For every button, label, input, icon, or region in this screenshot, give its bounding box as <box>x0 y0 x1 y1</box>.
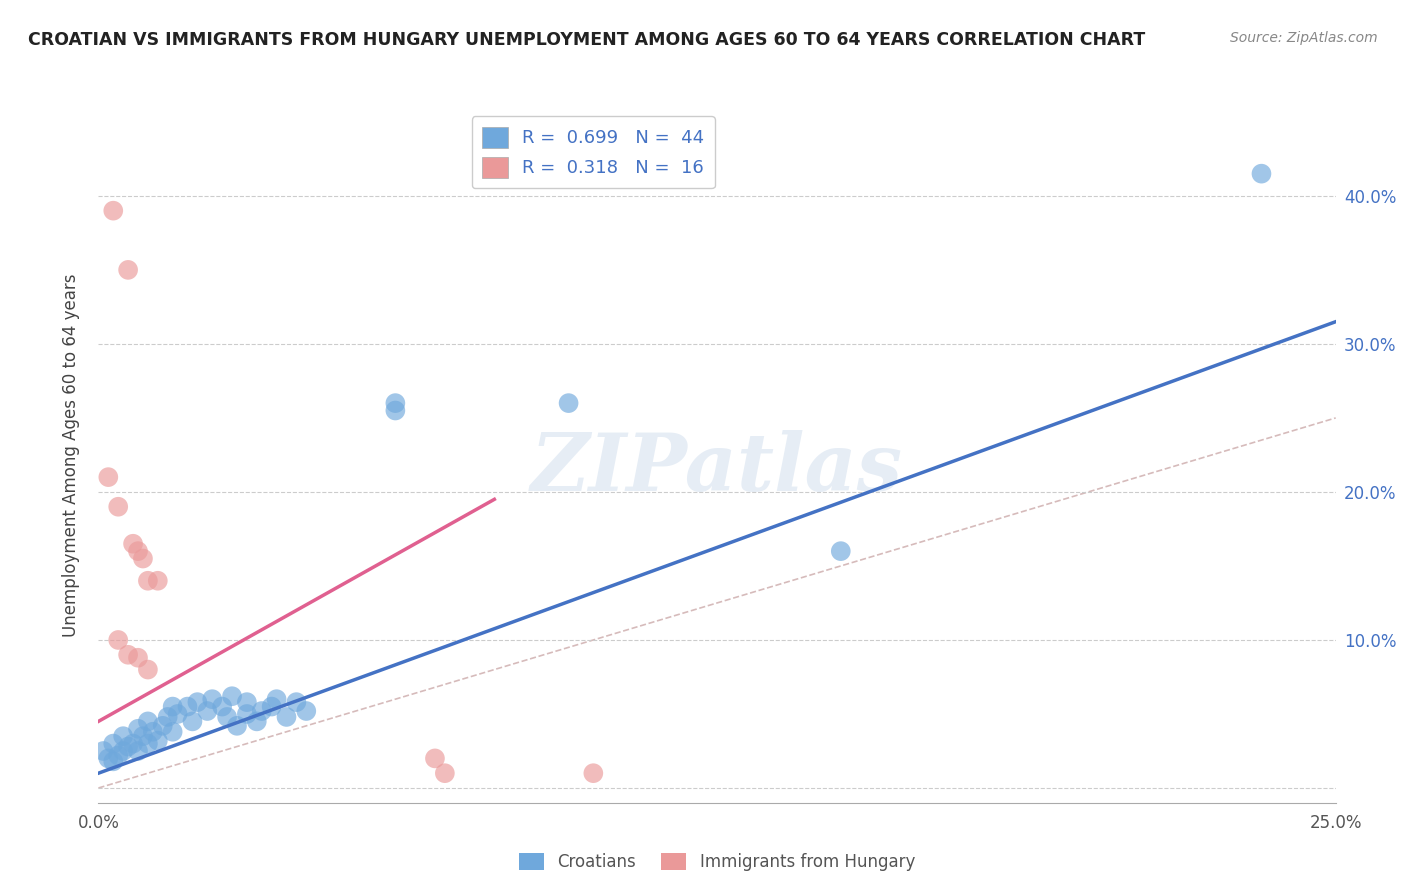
Point <box>146 574 169 588</box>
Point <box>152 719 174 733</box>
Point <box>266 692 288 706</box>
Point <box>107 632 129 647</box>
Point <box>211 699 233 714</box>
Point <box>582 766 605 780</box>
Point <box>127 744 149 758</box>
Point <box>423 751 446 765</box>
Point <box>236 695 259 709</box>
Point <box>103 203 125 218</box>
Point <box>285 695 308 709</box>
Point <box>384 403 406 417</box>
Point <box>117 263 139 277</box>
Point <box>117 648 139 662</box>
Point <box>136 574 159 588</box>
Point <box>217 710 239 724</box>
Point <box>97 470 120 484</box>
Point <box>127 544 149 558</box>
Point <box>103 737 125 751</box>
Point <box>127 722 149 736</box>
Text: CROATIAN VS IMMIGRANTS FROM HUNGARY UNEMPLOYMENT AMONG AGES 60 TO 64 YEARS CORRE: CROATIAN VS IMMIGRANTS FROM HUNGARY UNEM… <box>28 31 1146 49</box>
Point <box>127 650 149 665</box>
Point <box>1250 167 1272 181</box>
Point <box>557 396 579 410</box>
Point <box>186 695 208 709</box>
Point <box>93 744 115 758</box>
Point <box>156 710 179 724</box>
Point <box>146 733 169 747</box>
Point <box>246 714 269 729</box>
Point <box>176 699 198 714</box>
Point <box>162 699 184 714</box>
Point <box>136 663 159 677</box>
Point <box>136 737 159 751</box>
Point <box>107 500 129 514</box>
Point <box>260 699 283 714</box>
Legend: Croatians, Immigrants from Hungary: Croatians, Immigrants from Hungary <box>513 847 921 878</box>
Point <box>195 704 218 718</box>
Point <box>112 729 135 743</box>
Y-axis label: Unemployment Among Ages 60 to 64 years: Unemployment Among Ages 60 to 64 years <box>62 273 80 637</box>
Point <box>166 706 188 721</box>
Point <box>97 751 120 765</box>
Text: ZIPatlas: ZIPatlas <box>531 430 903 508</box>
Point <box>250 704 273 718</box>
Point <box>117 739 139 754</box>
Text: Source: ZipAtlas.com: Source: ZipAtlas.com <box>1230 31 1378 45</box>
Point <box>433 766 456 780</box>
Point <box>226 719 249 733</box>
Point <box>295 704 318 718</box>
Point <box>221 690 243 704</box>
Point <box>201 692 224 706</box>
Point <box>136 714 159 729</box>
Point <box>830 544 852 558</box>
Point <box>236 706 259 721</box>
Point <box>384 396 406 410</box>
Point <box>142 724 165 739</box>
Point <box>276 710 298 724</box>
Point <box>122 737 145 751</box>
Point <box>112 744 135 758</box>
Point <box>132 551 155 566</box>
Point <box>162 724 184 739</box>
Point <box>107 748 129 763</box>
Point <box>103 755 125 769</box>
Point <box>122 537 145 551</box>
Point <box>181 714 204 729</box>
Point <box>132 729 155 743</box>
